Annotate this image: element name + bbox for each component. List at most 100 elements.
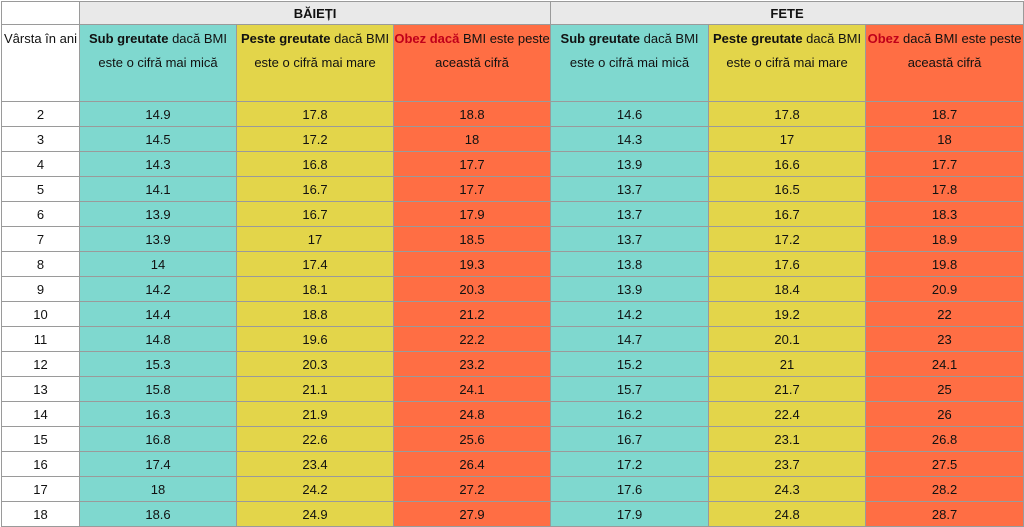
- table-row: 16 17.4 23.4 26.4 17.2 23.7 27.5: [1, 451, 1024, 477]
- column-header-boys-overweight: Peste greutate dacă BMI este o cifră mai…: [236, 24, 394, 102]
- group-header-girls: FETE: [550, 1, 1024, 25]
- girls-underweight-cell: 15.2: [550, 351, 710, 377]
- girls-underweight-cell: 14.7: [550, 326, 710, 352]
- boys-obese-cell: 19.3: [392, 251, 552, 277]
- age-cell: 11: [1, 326, 80, 352]
- age-cell: 10: [1, 301, 80, 327]
- table-row: 15 16.8 22.6 25.6 16.7 23.1 26.8: [1, 426, 1024, 452]
- table-row: 3 14.5 17.2 18 14.3 17 18: [1, 126, 1024, 152]
- table-row: 11 14.8 19.6 22.2 14.7 20.1 23: [1, 326, 1024, 352]
- boys-overweight-cell: 21.9: [236, 401, 394, 427]
- header-text: BMI este peste această cifră: [435, 31, 550, 70]
- age-cell: 13: [1, 376, 80, 402]
- girls-overweight-cell: 23.1: [708, 426, 867, 452]
- group-header-boys: BĂIEȚI: [78, 1, 552, 25]
- table-body: 2 14.9 17.8 18.8 14.6 17.8 18.7 3 14.5 17.2 18 14.3…: [1, 101, 1024, 527]
- boys-underweight-cell: 13.9: [79, 201, 237, 227]
- girls-overweight-cell: 17.8: [708, 101, 867, 127]
- boys-underweight-cell: 15.3: [79, 351, 237, 377]
- boys-obese-cell: 18.8: [392, 101, 552, 127]
- girls-overweight-cell: 21.7: [708, 376, 867, 402]
- boys-overweight-cell: 22.6: [236, 426, 394, 452]
- boys-overweight-cell: 24.9: [236, 501, 394, 527]
- boys-overweight-cell: 17.2: [236, 126, 394, 152]
- boys-obese-cell: 20.3: [392, 276, 552, 302]
- boys-obese-cell: 26.4: [392, 451, 552, 477]
- girls-obese-cell: 18: [865, 126, 1024, 152]
- girls-obese-cell: 19.8: [865, 251, 1024, 277]
- age-cell: 8: [1, 251, 80, 277]
- boys-underweight-cell: 14.5: [79, 126, 237, 152]
- girls-underweight-cell: 14.6: [550, 101, 710, 127]
- age-cell: 18: [1, 501, 80, 527]
- boys-obese-cell: 23.2: [392, 351, 552, 377]
- age-cell: 7: [1, 226, 80, 252]
- girls-obese-cell: 20.9: [865, 276, 1024, 302]
- header-bold-text: Peste greutate: [240, 31, 331, 46]
- girls-overweight-cell: 24.8: [708, 501, 867, 527]
- girls-obese-cell: 18.9: [865, 226, 1024, 252]
- column-header-girls-underweight: Sub greutate dacă BMI este o cifră mai m…: [550, 24, 710, 102]
- boys-underweight-cell: 16.8: [79, 426, 237, 452]
- boys-underweight-cell: 18: [79, 476, 237, 502]
- boys-obese-cell: 18: [392, 126, 552, 152]
- table-row: 4 14.3 16.8 17.7 13.9 16.6 17.7: [1, 151, 1024, 177]
- boys-underweight-cell: 14.3: [79, 151, 237, 177]
- boys-obese-cell: 21.2: [392, 301, 552, 327]
- header-bold-text: Sub greutate: [89, 31, 169, 46]
- age-cell: 9: [1, 276, 80, 302]
- header-text: dacă BMI este o cifră mai mare: [726, 31, 862, 70]
- header-bold-text: Sub greutate: [560, 31, 640, 46]
- girls-overweight-cell: 16.6: [708, 151, 867, 177]
- girls-underweight-cell: 13.8: [550, 251, 710, 277]
- table-row: 10 14.4 18.8 21.2 14.2 19.2 22: [1, 301, 1024, 327]
- boys-obese-cell: 24.8: [392, 401, 552, 427]
- column-header-girls-obese: Obez dacă BMI este peste această cifră: [865, 24, 1024, 102]
- table-row: 18 18.6 24.9 27.9 17.9 24.8 28.7: [1, 501, 1024, 527]
- age-cell: 14: [1, 401, 80, 427]
- corner-cell: [1, 1, 80, 25]
- girls-obese-cell: 23: [865, 326, 1024, 352]
- girls-underweight-cell: 14.2: [550, 301, 710, 327]
- age-cell: 4: [1, 151, 80, 177]
- boys-overweight-cell: 17.8: [236, 101, 394, 127]
- girls-overweight-cell: 17.6: [708, 251, 867, 277]
- column-header-boys-underweight: Sub greutate dacă BMI este o cifră mai m…: [79, 24, 237, 102]
- boys-overweight-cell: 21.1: [236, 376, 394, 402]
- girls-underweight-cell: 16.7: [550, 426, 710, 452]
- girls-obese-cell: 18.7: [865, 101, 1024, 127]
- girls-underweight-cell: 16.2: [550, 401, 710, 427]
- boys-underweight-cell: 17.4: [79, 451, 237, 477]
- column-header-age: Vârsta în ani: [1, 24, 80, 102]
- table-row: 2 14.9 17.8 18.8 14.6 17.8 18.7: [1, 101, 1024, 127]
- girls-overweight-cell: 21: [708, 351, 867, 377]
- girls-underweight-cell: 13.7: [550, 201, 710, 227]
- boys-underweight-cell: 15.8: [79, 376, 237, 402]
- girls-underweight-cell: 17.6: [550, 476, 710, 502]
- boys-overweight-cell: 16.7: [236, 201, 394, 227]
- boys-underweight-cell: 14: [79, 251, 237, 277]
- girls-overweight-cell: 22.4: [708, 401, 867, 427]
- header-text: dacă BMI este peste această cifră: [899, 31, 1022, 70]
- girls-overweight-cell: 17: [708, 126, 867, 152]
- boys-underweight-cell: 14.8: [79, 326, 237, 352]
- girls-underweight-cell: 13.9: [550, 151, 710, 177]
- girls-obese-cell: 17.8: [865, 176, 1024, 202]
- table-row: 17 18 24.2 27.2 17.6 24.3 28.2: [1, 476, 1024, 502]
- girls-underweight-cell: 13.7: [550, 176, 710, 202]
- girls-obese-cell: 18.3: [865, 201, 1024, 227]
- girls-underweight-cell: 14.3: [550, 126, 710, 152]
- boys-obese-cell: 18.5: [392, 226, 552, 252]
- header-text: dacă BMI este o cifră mai mică: [98, 31, 227, 70]
- boys-overweight-cell: 17: [236, 226, 394, 252]
- boys-overweight-cell: 20.3: [236, 351, 394, 377]
- header-bold-text: Obez: [867, 31, 900, 46]
- boys-overweight-cell: 23.4: [236, 451, 394, 477]
- girls-overweight-cell: 16.5: [708, 176, 867, 202]
- header-bold-text: Peste greutate: [712, 31, 803, 46]
- header-text: dacă BMI este o cifră mai mare: [254, 31, 390, 70]
- table-row: 9 14.2 18.1 20.3 13.9 18.4 20.9: [1, 276, 1024, 302]
- girls-obese-cell: 22: [865, 301, 1024, 327]
- boys-underweight-cell: 14.2: [79, 276, 237, 302]
